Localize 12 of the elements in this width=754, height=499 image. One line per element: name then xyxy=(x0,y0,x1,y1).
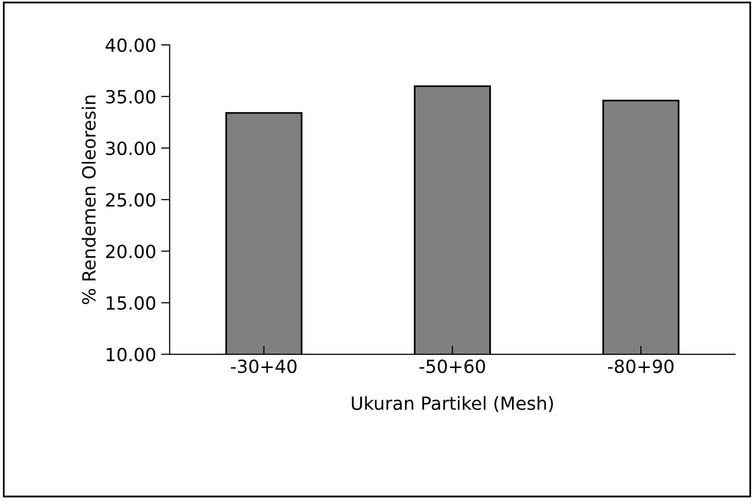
y-tick-label: 25.00 xyxy=(106,193,156,207)
y-tick-label: 30.00 xyxy=(106,141,156,156)
y-axis-title: % Rendemen Oleoresin xyxy=(82,96,96,304)
y-tick-label: 40.00 xyxy=(106,38,156,52)
x-axis-title: Ukuran Partikel (Mesh) xyxy=(352,396,553,412)
x-tick-label: -50+60 xyxy=(419,359,485,374)
x-tick-label: -80+90 xyxy=(608,359,674,374)
x-tick-label: -30+40 xyxy=(230,359,296,374)
y-tick-label: 10.00 xyxy=(106,348,156,362)
y-tick-label: 20.00 xyxy=(106,244,156,258)
y-tick-label: 35.00 xyxy=(106,90,156,104)
y-tick-label: 15.00 xyxy=(106,296,156,310)
